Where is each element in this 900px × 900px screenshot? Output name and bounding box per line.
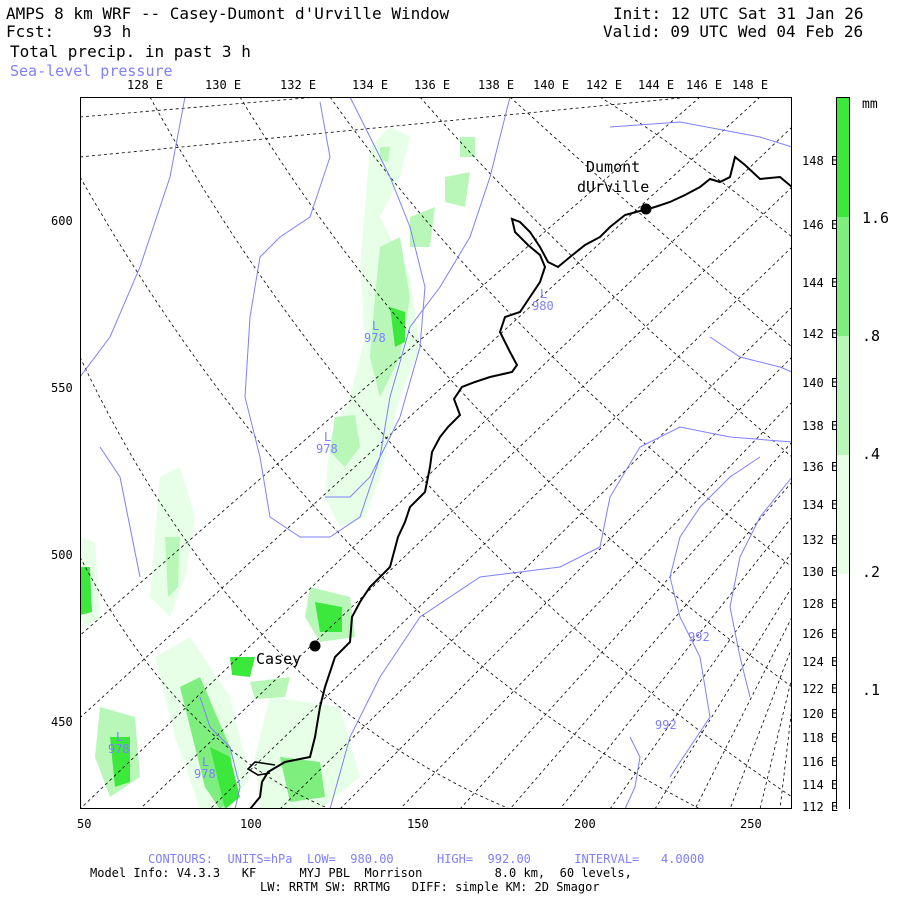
model-info-line2: LW: RRTM SW: RRTMG DIFF: simple KM: 2D S…	[260, 880, 600, 894]
right-lon-label: 132 E	[802, 533, 839, 547]
top-lon-label: 136 E	[414, 78, 451, 92]
valid-time: Valid: 09 UTC Wed 04 Feb 26	[603, 22, 864, 41]
pressure-label: L 978	[108, 730, 130, 755]
contour-info: CONTOURS: UNITS=hPa LOW= 980.00 HIGH= 99…	[148, 852, 705, 866]
pressure-label: L 980	[532, 287, 554, 312]
top-lon-label: 128 E	[127, 78, 164, 92]
right-lon-label: 138 E	[802, 419, 839, 433]
colorbar-swatch	[837, 336, 849, 455]
pressure-letter: L	[116, 730, 124, 744]
right-lon-label: 140 E	[802, 376, 839, 390]
colorbar-tick: .2	[862, 563, 881, 581]
right-lon-label: 134 E	[802, 498, 839, 512]
pressure-letter: L	[372, 319, 380, 333]
top-lon-label: 148 E	[732, 78, 769, 92]
pressure-value: 992	[655, 718, 677, 732]
pressure-label: L 978	[316, 430, 338, 455]
forecast-value: 93 h	[92, 22, 132, 41]
top-lon-label: 144 E	[638, 78, 675, 92]
pressure-value: 978	[194, 767, 216, 781]
coastline	[249, 155, 792, 809]
station-dumont-marker	[640, 203, 652, 215]
forecast-hour: Fcst: 93 h	[6, 23, 131, 41]
right-lon-label: 114 E	[802, 778, 839, 792]
pressure-value: 978	[364, 331, 386, 345]
colorbar-tick: .1	[862, 681, 881, 699]
y-axis-label: 450	[51, 715, 73, 729]
colorbar-tick: .4	[862, 445, 881, 463]
right-lon-label: 136 E	[802, 460, 839, 474]
top-lon-label: 132 E	[280, 78, 317, 92]
coastline-inlet	[246, 761, 276, 776]
colorbar-swatch	[837, 574, 849, 810]
pressure-label: 992	[655, 718, 677, 732]
pressure-label: L 978	[364, 319, 386, 344]
map-title: AMPS 8 km WRF -- Casey-Dumont d'Urville …	[6, 4, 450, 23]
right-lon-label: 126 E	[802, 627, 839, 641]
right-lon-label: 120 E	[802, 707, 839, 721]
pressure-letter: L	[202, 755, 210, 769]
station-casey-marker	[309, 640, 321, 652]
lat-graticule	[80, 97, 792, 809]
pressure-contours	[80, 97, 792, 809]
lon-graticule	[80, 97, 792, 809]
pressure-value: 978	[316, 442, 338, 456]
station-dumont-label-2: dUrville	[577, 178, 650, 196]
colorbar-swatch	[837, 217, 849, 336]
colorbar-swatch	[837, 455, 849, 574]
colorbar-tick: 1.6	[862, 209, 890, 227]
init-time: Init: 12 UTC Sat 31 Jan 26	[613, 4, 864, 23]
colorbar-tick: .8	[862, 327, 881, 345]
colorbar-unit: mm	[862, 97, 878, 112]
forecast-label: Fcst:	[6, 22, 55, 41]
top-lon-label: 146 E	[686, 78, 723, 92]
field-primary: Total precip. in past 3 h	[10, 42, 251, 61]
right-lon-label: 146 E	[802, 218, 839, 232]
field-secondary: Sea-level pressure	[10, 62, 173, 80]
top-lon-label: 140 E	[533, 78, 570, 92]
top-lon-label: 138 E	[478, 78, 515, 92]
x-axis-label: 50	[77, 817, 92, 831]
top-lon-label: 130 E	[205, 78, 242, 92]
right-lon-label: 130 E	[802, 565, 839, 579]
pressure-value: 992	[688, 630, 710, 644]
right-lon-label: 148 E	[802, 154, 839, 168]
pressure-value: 980	[532, 299, 554, 313]
pressure-label: L 978	[194, 755, 216, 780]
right-lon-label: 144 E	[802, 276, 839, 290]
right-lon-label: 142 E	[802, 327, 839, 341]
right-lon-label: 124 E	[802, 655, 839, 669]
station-casey-label: Casey	[256, 650, 302, 668]
station-dumont-label-1: Dumont	[586, 158, 641, 176]
colorbar-swatch	[837, 98, 849, 217]
pressure-value: 978	[108, 742, 130, 756]
y-axis-label: 600	[51, 214, 73, 228]
pressure-letter: L	[540, 287, 548, 301]
right-lon-label: 122 E	[802, 682, 839, 696]
pressure-label: 992	[688, 630, 710, 644]
x-axis-label: 150	[407, 817, 429, 831]
x-axis-label: 250	[740, 817, 762, 831]
y-axis-label: 550	[51, 381, 73, 395]
map-panel	[80, 97, 792, 809]
right-lon-label: 118 E	[802, 731, 839, 745]
y-axis-label: 500	[51, 548, 73, 562]
map-frame	[80, 97, 792, 809]
model-info-line1: Model Info: V4.3.3 KF MYJ PBL Morrison 8…	[90, 866, 632, 880]
right-lon-label: 116 E	[802, 755, 839, 769]
x-axis-label: 100	[240, 817, 262, 831]
pressure-letter: L	[324, 430, 332, 444]
x-axis-label: 200	[574, 817, 596, 831]
precip-field	[80, 127, 475, 809]
top-lon-label: 134 E	[352, 78, 389, 92]
top-lon-label: 142 E	[586, 78, 623, 92]
right-lon-label: 128 E	[802, 597, 839, 611]
right-lon-label: 112 E	[802, 800, 839, 814]
